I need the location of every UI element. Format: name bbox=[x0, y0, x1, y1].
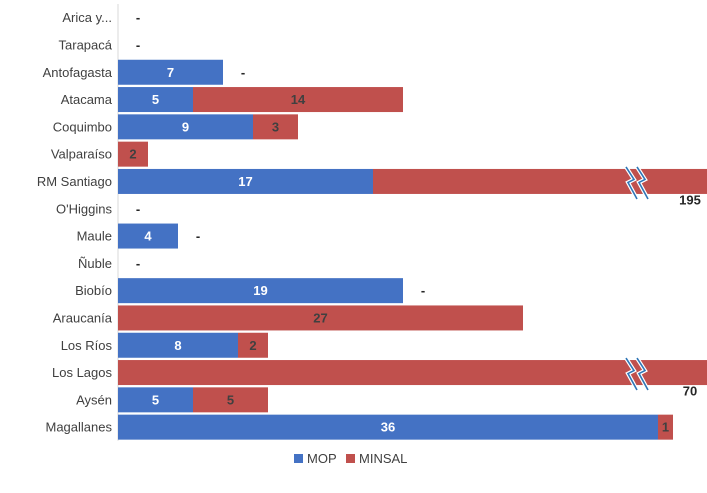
category-label-rm-santiago: RM Santiago bbox=[37, 174, 112, 189]
category-label-arica-y: Arica y... bbox=[62, 10, 112, 25]
bar-mop-magallanes bbox=[118, 414, 658, 440]
category-label-valparaiso: Valparaíso bbox=[51, 147, 112, 162]
label-minsal-maule: - bbox=[196, 229, 200, 244]
bar-minsal-rm-santiago bbox=[373, 168, 707, 194]
labels-layer: Arica y... - Tarapacá - Antofagasta 7 - Atacama… bbox=[37, 10, 701, 435]
label-minsal-antofagasta: - bbox=[241, 65, 245, 80]
axis-break-mark bbox=[625, 166, 638, 200]
axis-break-mark bbox=[636, 166, 649, 200]
axis-break-rm-santiago bbox=[624, 165, 650, 200]
label-minsal-aysen: 5 bbox=[227, 392, 234, 407]
label-minsal-valparaiso: 2 bbox=[129, 147, 136, 162]
bar-mop-los-rios bbox=[118, 332, 238, 358]
legend-label-minsal: MINSAL bbox=[359, 451, 407, 466]
label-mop-aysen: 5 bbox=[152, 392, 159, 407]
label-mop-o-higgins: - bbox=[136, 201, 140, 216]
bar-mop-biobio bbox=[118, 278, 403, 304]
label-minsal-rm-santiago: 195 bbox=[679, 192, 701, 207]
category-label-coquimbo: Coquimbo bbox=[53, 119, 112, 134]
label-mop-los-rios: 8 bbox=[174, 338, 181, 353]
category-label-antofagasta: Antofagasta bbox=[43, 65, 113, 80]
category-label-los-rios: Los Ríos bbox=[61, 338, 113, 353]
bar-minsal-magallanes bbox=[658, 414, 673, 440]
category-label-araucania: Araucanía bbox=[53, 310, 113, 325]
label-mop-tarapaca: - bbox=[136, 37, 140, 52]
axis-break-mark bbox=[625, 357, 638, 391]
label-minsal-atacama: 14 bbox=[291, 92, 306, 107]
label-mop-rm-santiago: 17 bbox=[238, 174, 252, 189]
label-minsal-coquimbo: 3 bbox=[272, 119, 279, 134]
label-minsal-araucania: 27 bbox=[313, 310, 327, 325]
label-mop-magallanes: 36 bbox=[381, 420, 395, 435]
bar-mop-atacama bbox=[118, 87, 193, 113]
bar-mop-rm-santiago bbox=[118, 168, 373, 194]
bar-minsal-atacama bbox=[193, 87, 403, 113]
category-label-los-lagos: Los Lagos bbox=[52, 365, 112, 380]
axis-break-los-lagos bbox=[624, 356, 650, 392]
label-minsal-los-rios: 2 bbox=[249, 338, 256, 353]
label-mop-maule: 4 bbox=[144, 229, 152, 244]
label-mop-arica-y: - bbox=[136, 10, 140, 25]
bar-mop-antofagasta bbox=[118, 59, 223, 85]
bar-minsal-los-rios bbox=[238, 332, 268, 358]
bar-minsal-araucania bbox=[118, 305, 523, 331]
label-mop-nuble: - bbox=[136, 256, 140, 271]
legend: MOP MINSAL bbox=[294, 451, 407, 466]
label-mop-coquimbo: 9 bbox=[182, 119, 189, 134]
bar-minsal-aysen bbox=[193, 387, 268, 413]
legend-swatch-minsal bbox=[346, 454, 355, 463]
category-label-magallanes: Magallanes bbox=[46, 420, 113, 435]
category-label-nuble: Ñuble bbox=[78, 256, 112, 271]
bar-minsal-valparaiso bbox=[118, 141, 148, 167]
label-minsal-los-lagos: 70 bbox=[683, 384, 697, 399]
label-minsal-biobio: - bbox=[421, 283, 425, 298]
bar-mop-aysen bbox=[118, 387, 193, 413]
legend-swatch-mop bbox=[294, 454, 303, 463]
category-label-biobio: Biobío bbox=[75, 283, 112, 298]
label-minsal-magallanes: 1 bbox=[662, 420, 669, 435]
axis-break-mark bbox=[636, 357, 649, 391]
bar-minsal-los-lagos bbox=[118, 360, 707, 386]
category-label-aysen: Aysén bbox=[76, 392, 112, 407]
category-label-atacama: Atacama bbox=[61, 92, 113, 107]
legend-label-mop: MOP bbox=[307, 451, 337, 466]
bar-mop-coquimbo bbox=[118, 114, 253, 140]
bar-minsal-coquimbo bbox=[253, 114, 298, 140]
category-label-tarapaca: Tarapacá bbox=[59, 37, 113, 52]
axis-break-layer bbox=[624, 165, 650, 392]
label-mop-biobio: 19 bbox=[253, 283, 267, 298]
category-label-maule: Maule bbox=[77, 229, 112, 244]
category-label-o-higgins: O'Higgins bbox=[56, 201, 112, 216]
bar-mop-maule bbox=[118, 223, 178, 249]
label-mop-atacama: 5 bbox=[152, 92, 159, 107]
bars-layer bbox=[117, 4, 707, 441]
label-mop-antofagasta: 7 bbox=[167, 65, 174, 80]
